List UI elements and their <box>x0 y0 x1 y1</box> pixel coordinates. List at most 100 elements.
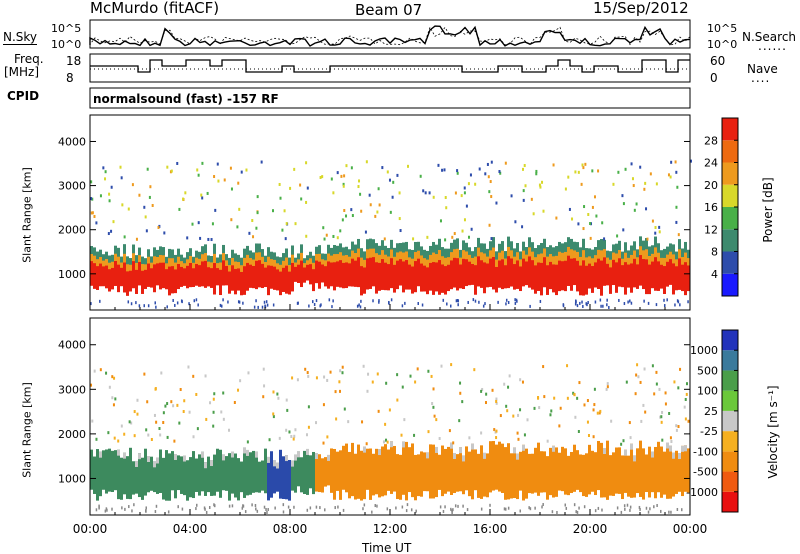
power-echo-scatter <box>211 222 214 226</box>
power-echo-medium <box>609 259 612 269</box>
velocity-echo-scatter <box>361 420 364 424</box>
velocity-echo <box>477 453 480 498</box>
velocity-nearrange-echo <box>626 503 629 507</box>
velocity-echo <box>420 451 423 497</box>
power-echo-weak <box>117 247 120 258</box>
velocity-nearrange-echo <box>616 506 619 510</box>
velocity-echo-scatter <box>431 402 434 406</box>
velocity-echo-scatter <box>386 440 389 444</box>
power-echo-medium <box>102 260 105 268</box>
velocity-echo-scatter <box>338 389 341 393</box>
power-echo-weak <box>372 239 375 250</box>
velocity-nearrange-echo <box>145 509 147 513</box>
power-echo-strong <box>495 266 498 293</box>
power-echo-medium <box>213 253 216 265</box>
power-echo-scatter <box>465 204 468 208</box>
power-echo-scatter <box>646 237 649 241</box>
velocity-nearrange-echo <box>251 503 253 507</box>
velocity-echo-scatter <box>90 383 93 387</box>
velocity-echo <box>528 453 531 494</box>
power-echo-weak <box>606 250 609 259</box>
power-echo-medium <box>168 258 171 268</box>
power-echo-weak <box>324 253 327 261</box>
power-nearrange-echo <box>586 303 588 307</box>
velocity-echo-scatter <box>293 434 296 438</box>
power-echo-medium <box>537 254 540 264</box>
velocity-echo-scatter <box>222 417 225 421</box>
power-echo-strong <box>267 265 270 296</box>
power-colorbar-title: Power [dB] <box>761 177 775 243</box>
power-echo-scatter <box>210 238 213 242</box>
velocity-nearrange-echo <box>181 507 184 511</box>
velocity-nearrange-echo <box>266 510 268 514</box>
velocity-echo-scatter <box>159 433 162 437</box>
x-axis-label: Time UT <box>362 541 412 554</box>
velocity-nearrange-echo <box>623 504 626 508</box>
power-echo-scatter <box>499 171 502 175</box>
velocity-echo <box>552 445 555 498</box>
power-nearrange-echo <box>331 305 333 309</box>
power-echo-scatter <box>252 235 255 239</box>
power-echo-strong <box>639 255 642 286</box>
power-echo-medium <box>363 259 366 269</box>
velocity-echo <box>261 460 264 491</box>
velocity-echo <box>459 447 462 492</box>
power-echo-weak <box>228 257 231 266</box>
velocity-echo <box>663 451 666 495</box>
velocity-echo-ground <box>210 460 213 467</box>
power-echo-weak <box>681 248 684 258</box>
power-echo-medium <box>105 259 108 267</box>
power-echo-scatter <box>398 217 401 221</box>
velocity-echo <box>327 454 330 486</box>
power-echo-strong <box>363 267 366 294</box>
power-echo-medium <box>219 262 222 271</box>
power-nearrange-echo <box>666 298 668 302</box>
power-echo-weak <box>642 240 645 252</box>
power-nearrange-echo <box>172 298 174 302</box>
power-echo-medium <box>540 253 543 264</box>
velocity-echo <box>531 453 534 494</box>
power-nearrange-echo <box>655 303 658 307</box>
power-echo-medium <box>585 257 588 267</box>
velocity-echo-scatter <box>512 414 515 418</box>
power-echo-weak <box>495 251 498 261</box>
velocity-nearrange-echo <box>556 510 558 514</box>
velocity-echo <box>156 457 159 494</box>
power-echo-scatter <box>633 208 636 212</box>
power-echo-weak <box>423 249 426 259</box>
velocity-echo-scatter <box>385 438 388 442</box>
velocity-echo <box>228 453 231 501</box>
power-echo-medium <box>621 258 624 266</box>
power-echo-weak <box>216 257 219 264</box>
power-echo-scatter <box>581 163 584 167</box>
power-echo-scatter <box>99 194 102 198</box>
power-echo-medium <box>588 256 591 265</box>
power-echo-strong <box>171 266 174 294</box>
power-echo-medium <box>303 263 306 268</box>
velocity-echo-ground <box>153 461 156 468</box>
velocity-echo <box>405 441 408 501</box>
power-echo-medium <box>447 257 450 266</box>
power-echo-scatter <box>284 237 287 241</box>
velocity-colorbar-tick-label: -500 <box>693 466 718 479</box>
power-echo-scatter <box>299 183 302 187</box>
power-echo-scatter <box>230 187 233 191</box>
velocity-echo <box>324 457 327 487</box>
power-echo-strong <box>336 261 339 287</box>
velocity-echo <box>393 445 396 492</box>
power-echo-scatter <box>535 172 538 176</box>
velocity-echo <box>309 455 312 489</box>
power-echo-weak <box>279 257 282 266</box>
power-echo-strong <box>534 265 537 294</box>
power-echo-medium <box>648 255 651 266</box>
velocity-echo-ground <box>273 460 276 467</box>
power-echo-medium <box>177 256 180 265</box>
velocity-echo <box>468 451 471 497</box>
power-echo-weak <box>600 239 603 252</box>
power-echo-weak <box>612 244 615 254</box>
power-echo-strong <box>282 267 285 292</box>
power-echo-weak <box>585 248 588 259</box>
power-echo-medium <box>282 260 285 269</box>
velocity-echo-scatter <box>670 439 673 443</box>
velocity-echo-scatter <box>382 440 385 444</box>
